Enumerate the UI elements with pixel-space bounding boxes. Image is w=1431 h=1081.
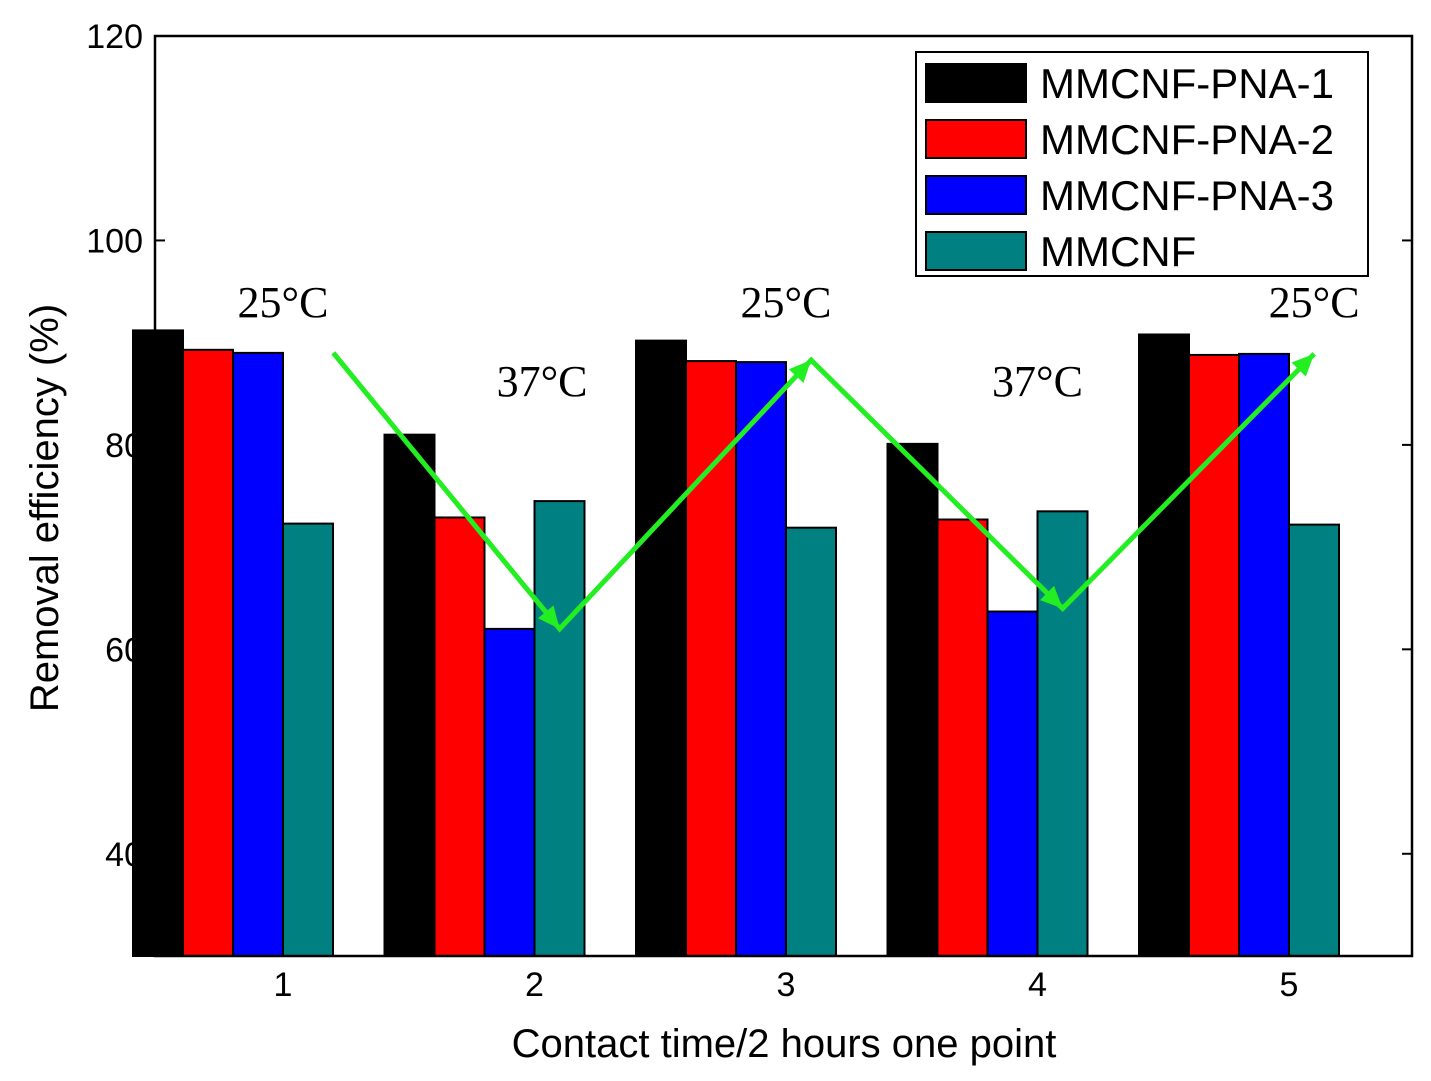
- plot-frame: [153, 34, 1414, 958]
- x-tick-label: 4: [1028, 966, 1047, 1004]
- bar-mmcnf-pna-1-cat-4: [886, 442, 939, 958]
- legend-swatch-mmcnf: [925, 231, 1027, 271]
- annotations-layer: 25°C 37°C 25°C 37°C 25°C: [238, 278, 1360, 406]
- bar-mmcnf-pna-3-cat-2: [483, 627, 536, 958]
- trend-arrowhead: [788, 360, 812, 383]
- bar-mmcnf-pna-2-cat-2: [433, 516, 486, 957]
- x-axis-title: Contact time/2 hours one point: [512, 1022, 1057, 1066]
- temperature-annotation: 25°C: [741, 278, 832, 327]
- bar-mmcnf-pna-3-cat-4: [986, 610, 1039, 957]
- x-tick-label: 1: [274, 966, 293, 1004]
- trend-arrowhead: [1291, 353, 1315, 377]
- legend-label-mmcnf-pna-3: MMCNF-PNA-3: [1040, 172, 1334, 219]
- trend-arrowhead: [1039, 585, 1063, 609]
- legend-swatch-mmcnf-pna-2: [925, 119, 1027, 159]
- bar-mmcnf-pna-1-cat-1: [132, 329, 184, 957]
- bar-mmcnf-cat-1: [282, 522, 334, 957]
- x-tick-label: 3: [777, 966, 796, 1004]
- x-tick-label: 2: [525, 966, 544, 1004]
- bar-mmcnf-pna-2-cat-3: [685, 360, 737, 958]
- bar-mmcnf-pna-3-cat-1: [232, 351, 284, 957]
- y-tick-label: 80: [105, 427, 143, 465]
- bar-mmcnf-pna-3-cat-5: [1238, 352, 1290, 957]
- bar-mmcnf-pna-2-cat-5: [1188, 353, 1240, 957]
- legend: MMCNF-PNA-1 MMCNF-PNA-2 MMCNF-PNA-3 MMCNF: [915, 51, 1369, 277]
- bar-mmcnf-pna-3-cat-3: [735, 361, 787, 958]
- temperature-annotation: 25°C: [238, 278, 329, 327]
- bar-mmcnf-cat-3: [785, 526, 837, 957]
- bar-mmcnf-pna-2-cat-4: [936, 518, 989, 957]
- y-tick-label: 40: [105, 836, 143, 874]
- bar-mmcnf-pna-1-cat-5: [1138, 333, 1190, 957]
- x-tick-label: 5: [1280, 966, 1299, 1004]
- legend-label-mmcnf-pna-2: MMCNF-PNA-2: [1040, 116, 1334, 163]
- y-tick-label: 120: [86, 18, 143, 56]
- bars-layer: [132, 329, 1340, 958]
- legend-swatch-mmcnf-pna-1: [925, 63, 1027, 103]
- bar-mmcnf-cat-2: [533, 500, 586, 957]
- bar-mmcnf-cat-5: [1288, 523, 1340, 957]
- bar-mmcnf-pna-1-cat-3: [635, 339, 687, 958]
- legend-swatch-mmcnf-pna-3: [925, 175, 1027, 215]
- y-axis: 40 60 80 100 120: [86, 18, 1412, 874]
- bar-mmcnf-pna-1-cat-2: [383, 433, 436, 957]
- legend-label-mmcnf: MMCNF: [1040, 228, 1196, 275]
- y-axis-title: Removal efficiency (%): [23, 304, 67, 712]
- y-tick-label: 100: [86, 222, 143, 260]
- trend-line-layer: [331, 351, 1316, 633]
- legend-label-mmcnf-pna-1: MMCNF-PNA-1: [1040, 60, 1334, 107]
- y-tick-label: 60: [105, 631, 143, 669]
- temperature-annotation: 25°C: [1269, 278, 1360, 327]
- bar-mmcnf-cat-4: [1036, 510, 1089, 957]
- temperature-annotation: 37°C: [497, 357, 588, 406]
- temperature-annotation: 37°C: [992, 357, 1083, 406]
- bar-mmcnf-pna-2-cat-1: [182, 348, 234, 958]
- trend-arrowhead: [537, 605, 560, 629]
- x-axis: 1 2 3 4 5: [274, 946, 1299, 1004]
